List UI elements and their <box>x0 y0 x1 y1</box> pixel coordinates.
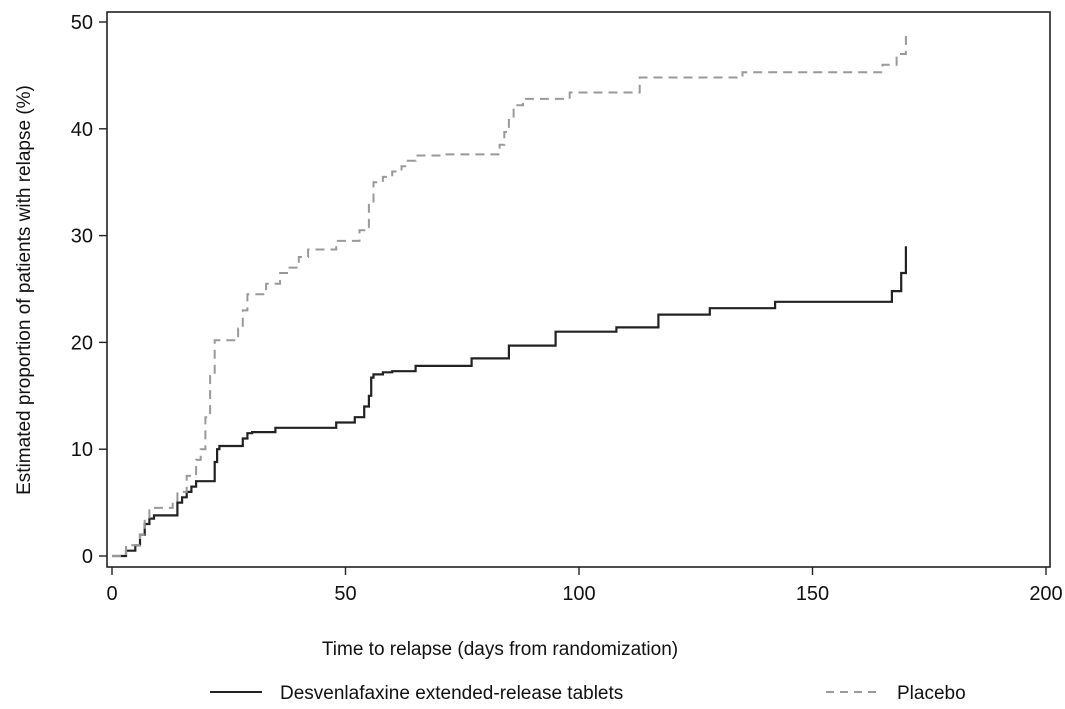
y-tick-label: 20 <box>71 332 93 354</box>
x-tick-label: 0 <box>106 583 117 605</box>
plot-area <box>106 11 1051 568</box>
x-tick-label: 100 <box>562 583 595 605</box>
x-tick-label: 200 <box>1029 583 1062 605</box>
series-layer <box>112 32 907 558</box>
series-line-desvenlafaxine <box>112 246 907 558</box>
series-line-placebo <box>112 32 907 557</box>
axis-ticks: 0 50 100 150 200 0 10 20 30 40 50 <box>71 12 1063 605</box>
legend: Desvenlafaxine extended-release tablets … <box>210 683 966 704</box>
y-tick-label: 30 <box>71 226 93 248</box>
legend-label-placebo: Placebo <box>897 683 966 704</box>
y-tick-label: 0 <box>82 546 93 568</box>
legend-label-desvenlafaxine: Desvenlafaxine extended-release tablets <box>280 683 623 704</box>
x-tick-label: 50 <box>334 583 356 605</box>
x-tick-label: 150 <box>796 583 829 605</box>
y-axis-title: Estimated proportion of patients with re… <box>14 85 35 495</box>
y-tick-label: 10 <box>71 439 93 461</box>
y-tick-label: 50 <box>71 12 93 34</box>
plot-frame <box>106 11 1051 568</box>
x-axis-title: Time to relapse (days from randomization… <box>322 639 678 660</box>
y-tick-label: 40 <box>71 119 93 141</box>
